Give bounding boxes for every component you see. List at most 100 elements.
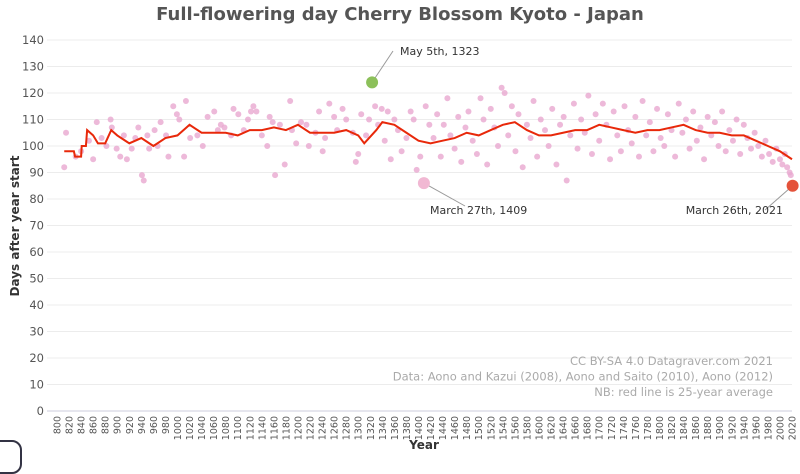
data-point [646, 119, 653, 126]
x-tick-label: 940 [137, 416, 148, 434]
data-point [501, 90, 508, 96]
data-point [384, 108, 391, 115]
data-point [527, 135, 534, 142]
data-point [117, 153, 124, 160]
data-point [165, 153, 172, 160]
data-point [541, 127, 548, 134]
data-point [726, 127, 733, 134]
data-point [253, 108, 260, 115]
x-tick-label: 2020 [788, 416, 799, 440]
y-tick-label: 80 [29, 192, 44, 206]
x-tick-label: 880 [101, 416, 112, 434]
data-point [498, 84, 505, 91]
x-tick-label: 1260 [330, 416, 341, 440]
y-tick-label: 140 [22, 33, 44, 47]
data-point [469, 137, 476, 144]
data-point [512, 148, 519, 155]
data-point [534, 153, 541, 160]
data-point [779, 161, 786, 168]
x-tick-label: 1120 [245, 416, 256, 440]
data-point [769, 158, 776, 165]
data-point [560, 113, 567, 120]
x-tick-label: 1140 [257, 416, 268, 440]
data-point [508, 103, 515, 110]
data-point [682, 116, 689, 123]
x-tick-label: 1240 [318, 416, 329, 440]
data-point [63, 129, 70, 136]
highlight-point [366, 76, 379, 89]
data-point [599, 100, 606, 107]
y-tick-label: 30 [29, 325, 44, 339]
data-point [247, 108, 254, 115]
data-point [235, 111, 242, 118]
data-point [585, 92, 592, 99]
x-tick-label: 1760 [631, 416, 642, 440]
data-point [722, 148, 729, 155]
data-point [701, 156, 708, 163]
data-point [322, 135, 329, 142]
data-point [607, 156, 614, 163]
data-point [170, 103, 177, 110]
data-point [93, 119, 100, 126]
x-tick-label: 1700 [595, 416, 606, 440]
data-point [515, 111, 522, 118]
x-tick-label: 1680 [583, 416, 594, 440]
x-tick-label: 1340 [378, 416, 389, 440]
data-point [352, 158, 359, 165]
data-point [784, 164, 791, 171]
data-point [417, 153, 424, 160]
data-point [519, 164, 526, 171]
x-tick-label: 860 [89, 416, 100, 434]
x-tick-label: 1100 [233, 416, 244, 440]
x-tick-label: 1920 [727, 416, 738, 440]
data-point [391, 116, 398, 123]
data-point [537, 116, 544, 123]
data-point [358, 111, 365, 118]
data-point [563, 177, 570, 184]
corner-widget[interactable] [0, 440, 22, 474]
x-tick-label: 1880 [703, 416, 714, 440]
data-point [751, 129, 758, 136]
data-point [787, 172, 794, 179]
data-point [331, 113, 338, 120]
data-point [487, 105, 494, 112]
data-point [138, 172, 145, 179]
data-point [316, 108, 323, 115]
data-point [686, 145, 693, 152]
x-tick-label: 1800 [655, 416, 666, 440]
x-tick-label: 1580 [522, 416, 533, 440]
data-point [766, 150, 773, 157]
annotation-leader [764, 185, 793, 211]
x-tick-label: 1540 [498, 416, 509, 440]
data-point [305, 143, 312, 149]
x-tick-label: 1860 [691, 416, 702, 440]
annotation-leader [371, 50, 394, 83]
data-point [398, 148, 405, 155]
average-line [64, 121, 793, 161]
x-tick-label: 1440 [438, 416, 449, 440]
data-point [403, 135, 410, 142]
x-tick-label: 840 [77, 416, 88, 434]
x-tick-label: 980 [161, 416, 172, 434]
data-point [755, 143, 762, 149]
data-point [704, 113, 711, 120]
data-point [437, 153, 444, 160]
y-axis-label: Days after year start [8, 155, 22, 296]
data-point [661, 143, 668, 149]
data-point [176, 116, 183, 123]
data-point [366, 116, 373, 123]
x-tick-label: 1500 [474, 416, 485, 440]
data-point [182, 97, 189, 104]
data-point [628, 140, 635, 147]
x-tick-label: 1180 [281, 416, 292, 440]
data-point [269, 119, 276, 126]
data-point [140, 177, 147, 184]
data-point [173, 111, 180, 118]
data-point [465, 108, 472, 115]
annotation-label: May 5th, 1323 [400, 45, 480, 58]
x-tick-label: 1560 [510, 416, 521, 440]
x-tick-label: 1620 [547, 416, 558, 440]
data-point [434, 111, 441, 118]
data-point [135, 124, 142, 131]
annotation-leader [423, 182, 466, 207]
